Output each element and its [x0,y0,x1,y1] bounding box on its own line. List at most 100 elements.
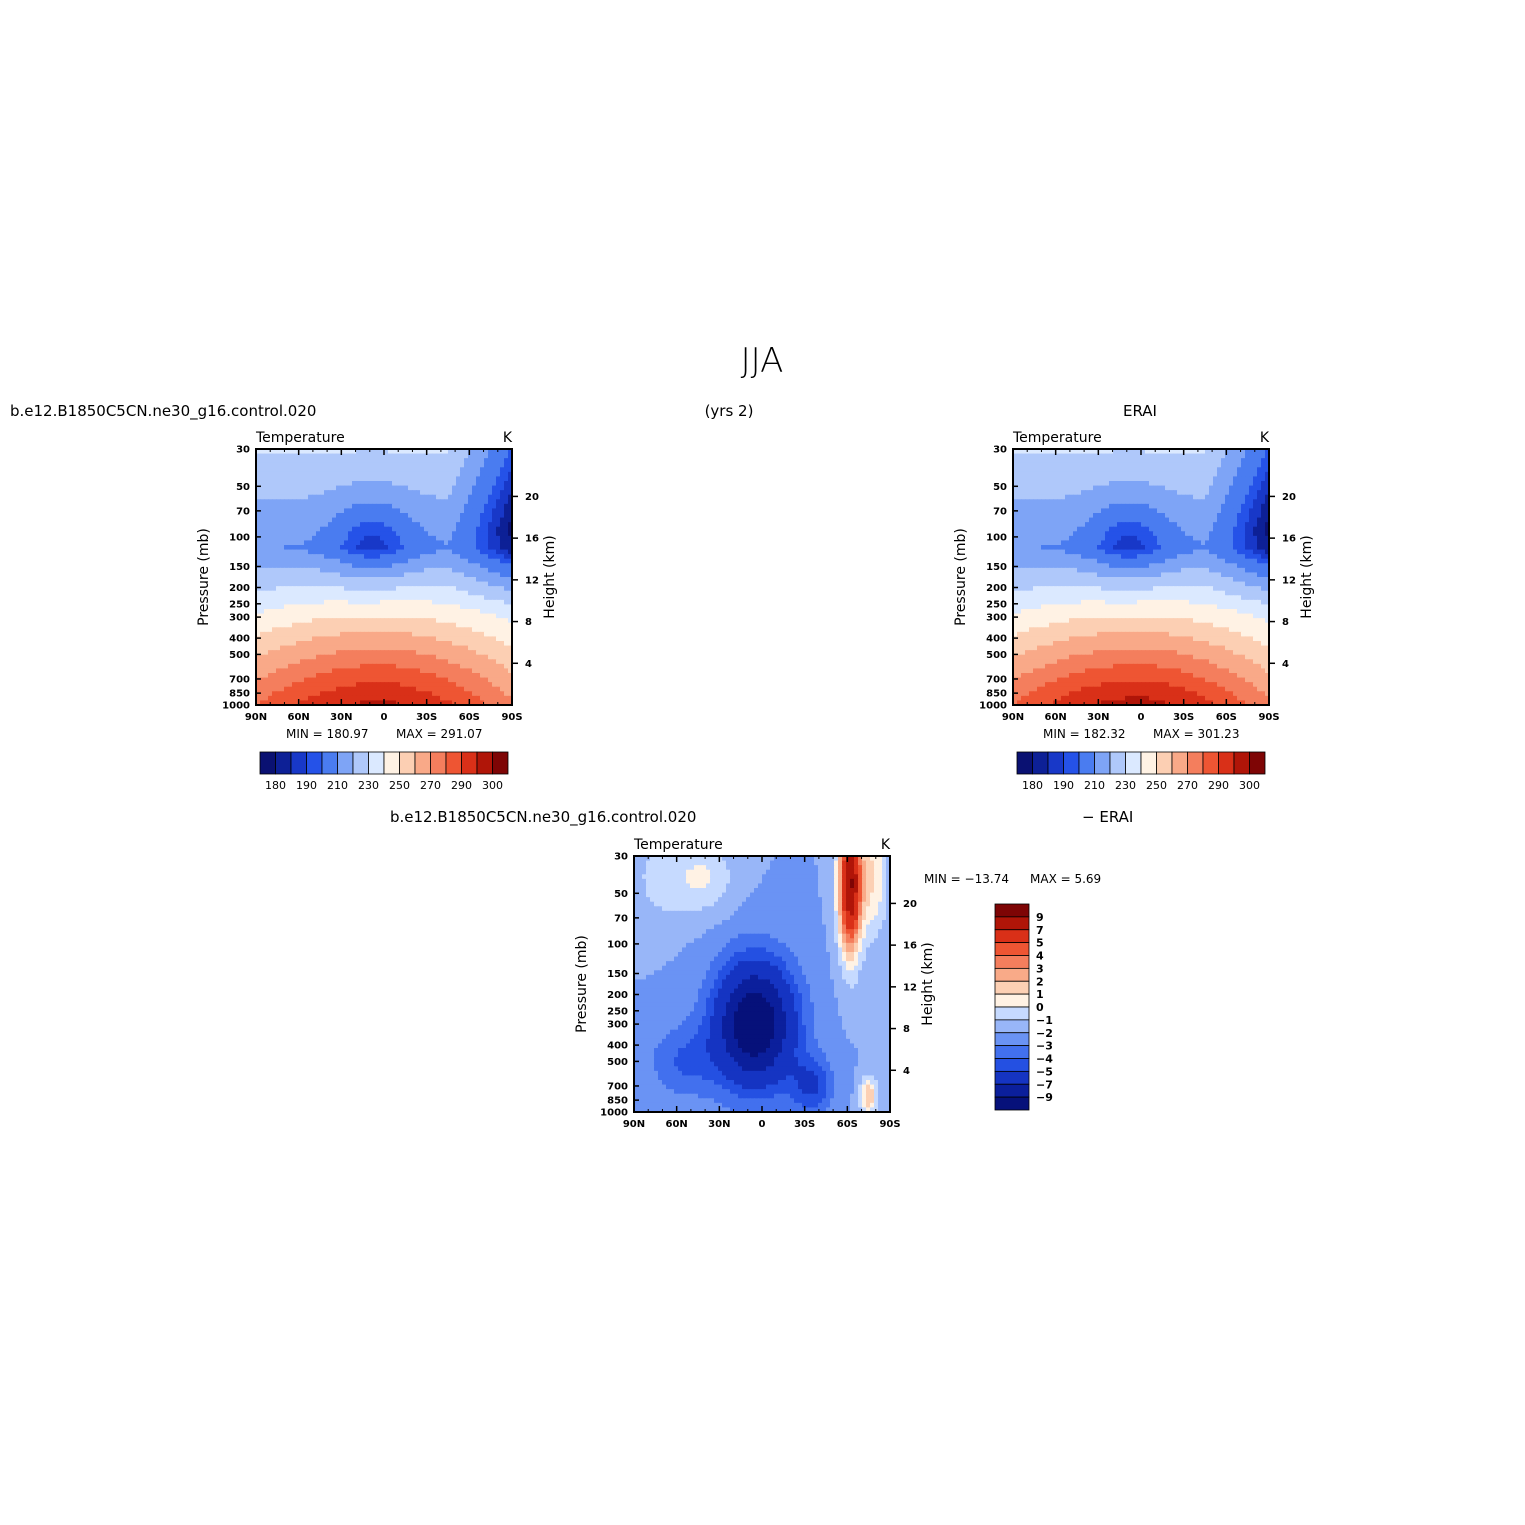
field-cell [504,503,509,510]
field-cell [488,682,493,688]
field-cell [360,645,365,651]
field-cell [292,485,297,491]
field-cell [1153,467,1158,473]
field-cell [444,641,449,647]
field-cell [424,604,429,610]
field-cell [1249,503,1254,510]
field-cell [424,490,429,496]
field-cell [448,581,453,587]
field-cell [336,586,341,592]
contour-field [256,449,513,706]
field-cell [1261,531,1266,537]
field-cell [1081,531,1086,537]
field-cell [316,517,321,523]
field-cell [1117,458,1122,464]
field-cell [428,641,433,647]
field-cell [444,563,449,569]
field-cell [384,682,389,688]
field-cell [1069,467,1074,473]
field-cell [1185,535,1190,542]
field-cell [496,481,501,487]
field-cell [264,586,269,592]
field-cell [452,476,457,482]
diff-left-header: b.e12.B1850C5CN.ne30_g16.control.020 [390,808,696,827]
field-cell [1089,481,1094,487]
field-cell [1257,503,1262,510]
field-cell [328,458,333,464]
field-cell [404,499,409,505]
field-cell [436,558,441,564]
field-cell [324,627,329,633]
field-cell [1041,508,1046,514]
field-cell [372,590,377,596]
field-cell [376,673,381,679]
field-cell [1041,526,1046,532]
field-cell [496,645,501,651]
field-cell [384,554,389,560]
colorbar-swatch [414,751,431,775]
field-cell [412,558,417,564]
field-cell [268,545,273,551]
field-cell [316,535,321,542]
field-cell [288,522,293,528]
field-cell [1049,517,1054,523]
field-cell [492,682,497,688]
field-cell [288,563,293,569]
field-cell [424,641,429,647]
field-cell [1113,499,1118,505]
field-cell [456,449,461,455]
field-cell [488,535,493,542]
field-cell [496,673,501,679]
field-cell [1089,503,1094,510]
field-cell [404,622,409,628]
field-cell [1253,481,1258,487]
field-cell [368,517,373,523]
field-cell [504,531,509,537]
field-cell [444,449,449,455]
field-cell [496,535,501,542]
field-cell [500,494,505,500]
field-cell [388,467,393,473]
field-cell [332,503,337,510]
field-cell [1033,485,1038,491]
field-cell [276,554,281,560]
field-cell [480,513,485,519]
field-cell [416,599,421,606]
contour-field [1013,449,1270,706]
field-cell [1045,517,1050,523]
field-cell [1217,485,1222,491]
field-cell [488,481,493,487]
field-cell [324,700,329,706]
field-cell [284,458,289,464]
field-cell [256,503,261,510]
field-cell [348,654,353,660]
field-cell [332,549,337,555]
field-cell [368,453,373,459]
field-cell [336,503,341,510]
field-cell [1213,471,1218,478]
field-cell [360,613,365,619]
field-cell [264,650,269,656]
field-cell [264,627,269,633]
field-cell [1081,490,1086,496]
field-cell [408,650,413,656]
field-cell [488,627,493,633]
field-cell [472,650,477,656]
height-tick-label: 12 [525,575,539,586]
field-cell [1125,467,1130,473]
field-cell [368,613,373,619]
field-cell [324,572,329,578]
field-cell [496,659,501,665]
field-cell [336,577,341,583]
field-cell [480,522,485,528]
field-cell [416,558,421,564]
colorbar-label: 270 [420,779,441,792]
field-cell [1241,526,1246,532]
field-cell [1181,476,1186,482]
field-cell [492,567,497,574]
field-cell [372,490,377,496]
field-cell [496,641,501,647]
field-cell [416,449,421,455]
field-cell [336,668,341,674]
field-cell [1077,449,1082,455]
